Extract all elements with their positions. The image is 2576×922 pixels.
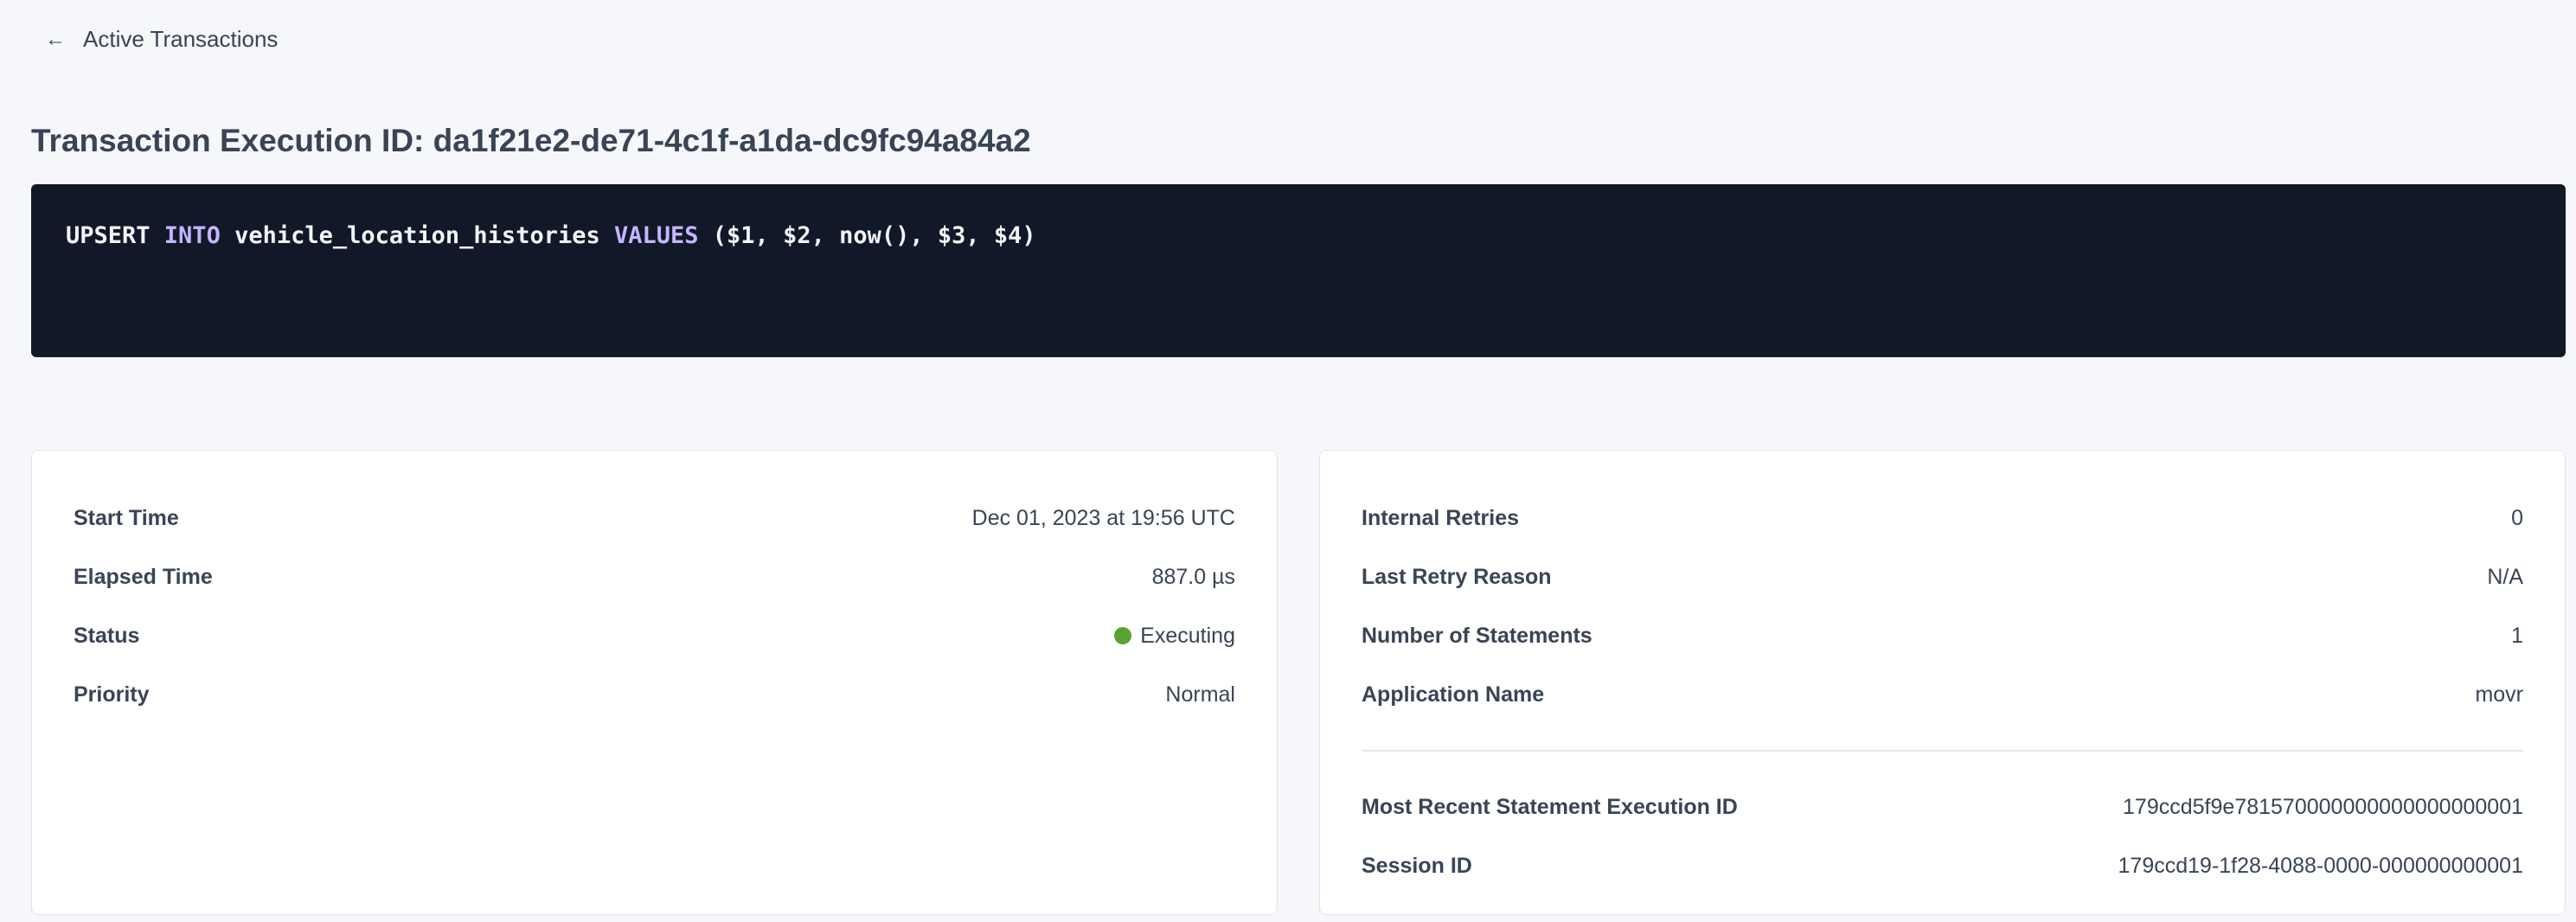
session-id-row: Session ID 179ccd19-1f28-4088-0000-00000… [1362,836,2523,895]
status-row: Status Executing [74,606,1235,665]
statement-execution-id-link[interactable]: 179ccd5f9e781570000000000000000001 [2123,794,2523,819]
row-label: Last Retry Reason [1362,564,1552,589]
row-value: 0 [2511,505,2523,530]
arrow-left-icon: ← [45,27,66,51]
sql-statement-block: UPSERT INTO vehicle_location_histories V… [31,184,2566,357]
row-value: Normal [1165,682,1235,707]
application-name-row: Application Name movr [1362,665,2523,724]
row-label: Priority [74,682,150,707]
row-value: 887.0 µs [1151,564,1235,589]
transaction-summary-card: Start Time Dec 01, 2023 at 19:56 UTC Ela… [31,450,1278,915]
row-label: Internal Retries [1362,505,1520,530]
row-label: Most Recent Statement Execution ID [1362,794,1738,819]
status-dot-icon [1114,627,1132,644]
row-value: Dec 01, 2023 at 19:56 UTC [971,505,1235,530]
row-label: Number of Statements [1362,623,1592,648]
row-label: Session ID [1362,853,1472,878]
row-label: Status [74,623,140,648]
status-badge: Executing [1114,624,1235,649]
transaction-details-card: Internal Retries 0 Last Retry Reason N/A… [1319,450,2566,915]
elapsed-time-row: Elapsed Time 887.0 µs [74,547,1235,606]
back-link-label: Active Transactions [83,26,279,52]
back-link-active-transactions[interactable]: ← Active Transactions [45,26,278,53]
session-id-link[interactable]: 179ccd19-1f28-4088-0000-000000000001 [2118,853,2523,878]
row-label: Application Name [1362,682,1545,707]
status-text: Executing [1140,623,1235,648]
page-title: Transaction Execution ID: da1f21e2-de71-… [31,123,1031,158]
row-label: Elapsed Time [74,564,213,589]
row-value: N/A [2487,564,2523,589]
priority-row: Priority Normal [74,665,1235,724]
row-label: Start Time [74,505,179,530]
start-time-row: Start Time Dec 01, 2023 at 19:56 UTC [74,489,1235,547]
row-value: movr [2475,682,2523,707]
row-value: 1 [2511,623,2523,648]
number-of-statements-row: Number of Statements 1 [1362,606,2523,665]
sql-token: UPSERT [66,222,164,249]
statement-execution-id-row: Most Recent Statement Execution ID 179cc… [1362,778,2523,836]
last-retry-reason-row: Last Retry Reason N/A [1362,547,2523,606]
sql-token: vehicle_location_histories [220,222,614,249]
sql-keyword: VALUES [613,222,699,249]
divider [1362,750,2523,752]
sql-token: ($1, $2, now(), $3, $4) [698,222,1036,249]
internal-retries-row: Internal Retries 0 [1362,489,2523,547]
sql-keyword: INTO [163,222,221,249]
